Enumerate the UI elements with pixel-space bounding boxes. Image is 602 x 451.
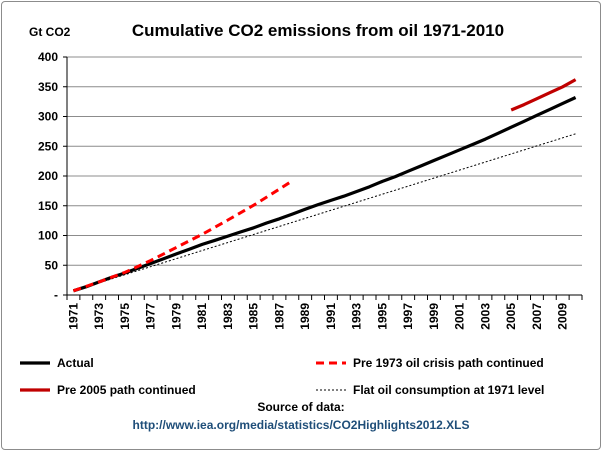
x-tick-label: 1983 (221, 303, 235, 330)
x-tick-label: 1973 (92, 303, 106, 330)
x-tick-label: 1971 (66, 303, 80, 330)
x-tick-label: 1995 (375, 303, 389, 330)
x-tick-label: 1991 (324, 303, 338, 330)
x-tick-label: 1977 (144, 303, 158, 330)
source-label: Source of data: (257, 400, 344, 414)
source-url[interactable]: http://www.iea.org/media/statistics/CO2H… (133, 418, 470, 432)
plot-area: - 50 100 150 200 250 300 350 400 1971 1973 1975 1977… (38, 50, 583, 330)
x-tick-label: 2007 (530, 303, 544, 330)
legend-label-2: Pre 2005 path continued (57, 383, 196, 397)
x-tick-label: 1997 (401, 303, 415, 330)
y-tick-label: - (54, 288, 58, 302)
x-tick-label: 1975 (118, 303, 132, 330)
y-tick-label: 250 (38, 139, 58, 153)
y-tick-label: 300 (38, 110, 58, 124)
series-line-3 (73, 133, 576, 292)
legend-label-3: Flat oil consumption at 1971 level (353, 383, 544, 397)
legend: Actual Pre 1973 oil crisis path continued… (20, 356, 544, 397)
y-tick-label: 150 (38, 199, 58, 213)
y-tick-label: 200 (38, 169, 58, 183)
legend-label-1: Pre 1973 oil crisis path continued (353, 356, 544, 370)
x-tick-label: 1987 (272, 303, 286, 330)
y-tick-label: 100 (38, 229, 58, 243)
series-line-2 (510, 78, 577, 112)
legend-label-0: Actual (57, 356, 94, 370)
x-tick-label: 2001 (453, 303, 467, 330)
chart-title: Cumulative CO2 emissions from oil 1971-2… (132, 21, 504, 40)
y-tick-label: 400 (38, 50, 58, 64)
x-tick-label: 1979 (169, 303, 183, 330)
x-tick-label: 1999 (427, 303, 441, 330)
x-tick-label: 2003 (478, 303, 492, 330)
series-line-1 (72, 179, 294, 293)
series-line-0 (72, 96, 577, 293)
y-axis-label: Gt CO2 (29, 25, 71, 39)
y-tick-label: 50 (45, 258, 59, 272)
x-tick-label: 1989 (298, 303, 312, 330)
x-tick-label: 1981 (195, 303, 209, 330)
y-tick-label: 350 (38, 80, 58, 94)
x-tick-label: 1985 (247, 303, 261, 330)
x-tick-label: 2005 (504, 303, 518, 330)
x-tick-label: 2009 (556, 303, 570, 330)
x-tick-label: 1993 (350, 303, 364, 330)
